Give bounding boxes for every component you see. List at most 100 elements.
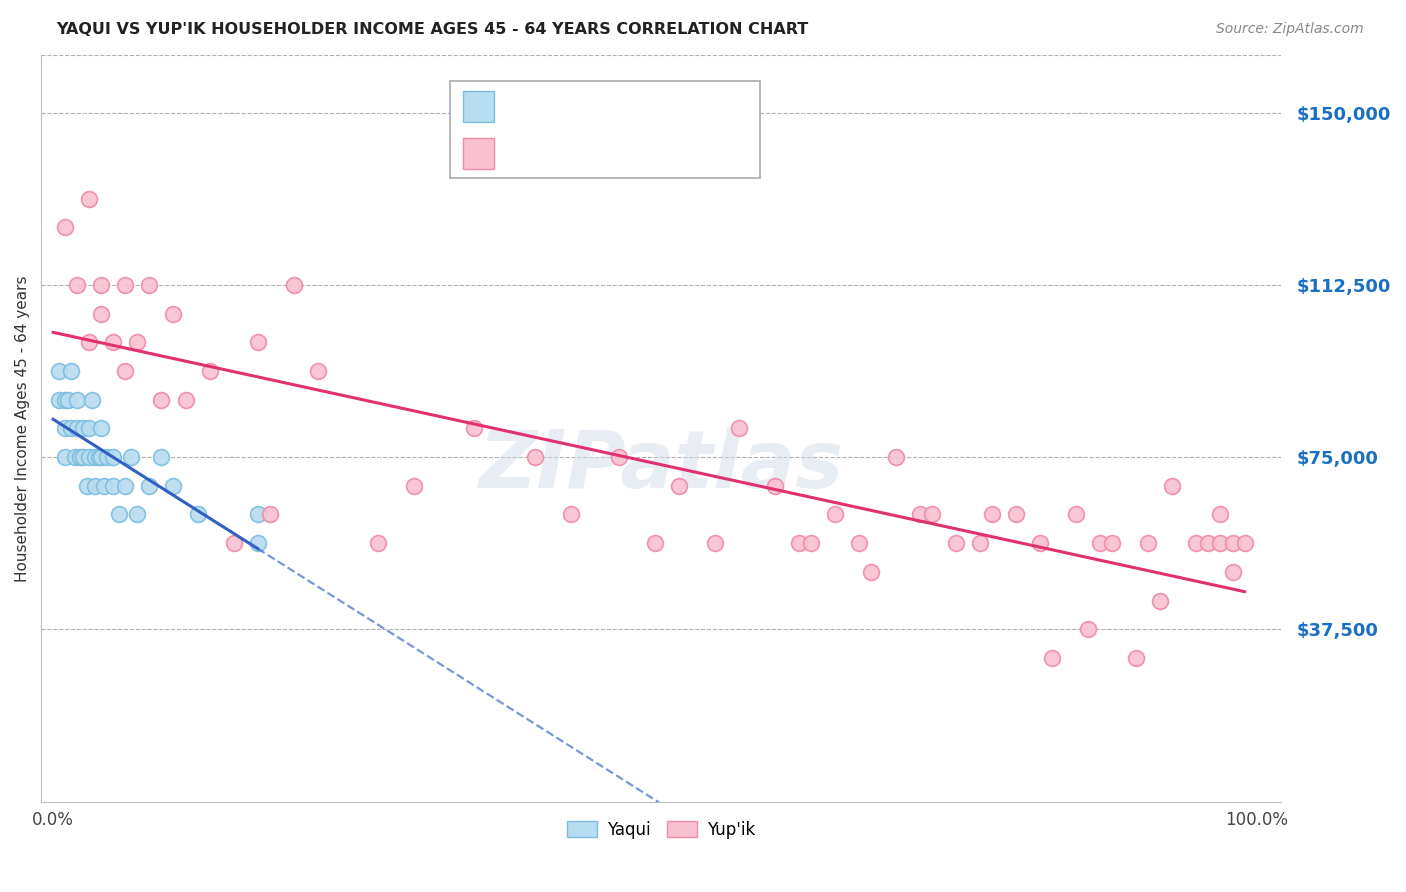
Point [908,508,931,522]
Point [246,508,269,522]
Point [150,450,173,464]
Point [77,335,100,350]
Point [103,479,125,493]
Point [800,536,823,550]
Point [560,508,582,522]
Point [162,479,184,493]
Point [607,450,630,464]
Point [114,479,136,493]
Point [463,421,485,435]
Point [921,508,943,522]
Legend: Yaqui, Yup'ik: Yaqui, Yup'ik [560,814,762,846]
Point [114,364,136,378]
Point [96,450,118,464]
Point [108,508,131,522]
Text: YAQUI VS YUP'IK HOUSEHOLDER INCOME AGES 45 - 64 YEARS CORRELATION CHART: YAQUI VS YUP'IK HOUSEHOLDER INCOME AGES … [56,22,808,37]
Point [114,277,136,292]
Point [824,508,846,522]
Point [198,364,221,378]
Point [1197,536,1219,550]
Point [76,479,98,493]
Point [72,421,94,435]
Point [162,306,184,320]
Point [945,536,967,550]
Point [307,364,329,378]
Point [150,392,173,407]
Point [138,277,160,292]
Point [93,479,115,493]
Point [969,536,991,550]
Point [1222,565,1244,579]
Point [1209,508,1232,522]
Point [1161,479,1184,493]
Point [66,392,89,407]
Point [53,421,76,435]
Text: ZIPatlas: ZIPatlas [478,426,844,505]
Point [77,192,100,206]
Point [259,508,281,522]
Point [980,508,1002,522]
Point [763,479,786,493]
Point [84,479,107,493]
Point [1125,651,1147,665]
Point [1029,536,1052,550]
Point [84,450,107,464]
Point [1222,536,1244,550]
Point [1185,536,1208,550]
Point [103,450,125,464]
Point [860,565,883,579]
Point [80,392,103,407]
Point [787,536,810,550]
Point [53,392,76,407]
Point [90,450,112,464]
Point [90,277,112,292]
Point [103,335,125,350]
Point [1064,508,1087,522]
Point [404,479,426,493]
Point [283,277,305,292]
Point [60,421,83,435]
Text: Source: ZipAtlas.com: Source: ZipAtlas.com [1216,22,1364,37]
Point [246,335,269,350]
Point [367,536,389,550]
Point [72,450,94,464]
Point [187,508,209,522]
Point [60,364,83,378]
Point [127,335,149,350]
Point [90,306,112,320]
Point [53,450,76,464]
Point [90,421,112,435]
Point [644,536,666,550]
Point [523,450,546,464]
Point [87,450,110,464]
Point [728,421,751,435]
Point [246,536,269,550]
Point [77,421,100,435]
Point [1040,651,1063,665]
Point [1077,623,1099,637]
Point [77,450,100,464]
Y-axis label: Householder Income Ages 45 - 64 years: Householder Income Ages 45 - 64 years [15,275,30,582]
Point [222,536,245,550]
Point [884,450,907,464]
Point [1209,536,1232,550]
Point [48,364,70,378]
Point [1149,593,1171,607]
Point [48,392,70,407]
Point [63,450,86,464]
Point [66,277,89,292]
Point [848,536,870,550]
Point [53,220,76,235]
Point [127,508,149,522]
Point [120,450,142,464]
Point [1233,536,1256,550]
Point [1101,536,1123,550]
Point [704,536,727,550]
Point [1088,536,1111,550]
Point [66,421,89,435]
Point [69,450,91,464]
Point [138,479,160,493]
Point [174,392,197,407]
Point [668,479,690,493]
Point [1005,508,1028,522]
